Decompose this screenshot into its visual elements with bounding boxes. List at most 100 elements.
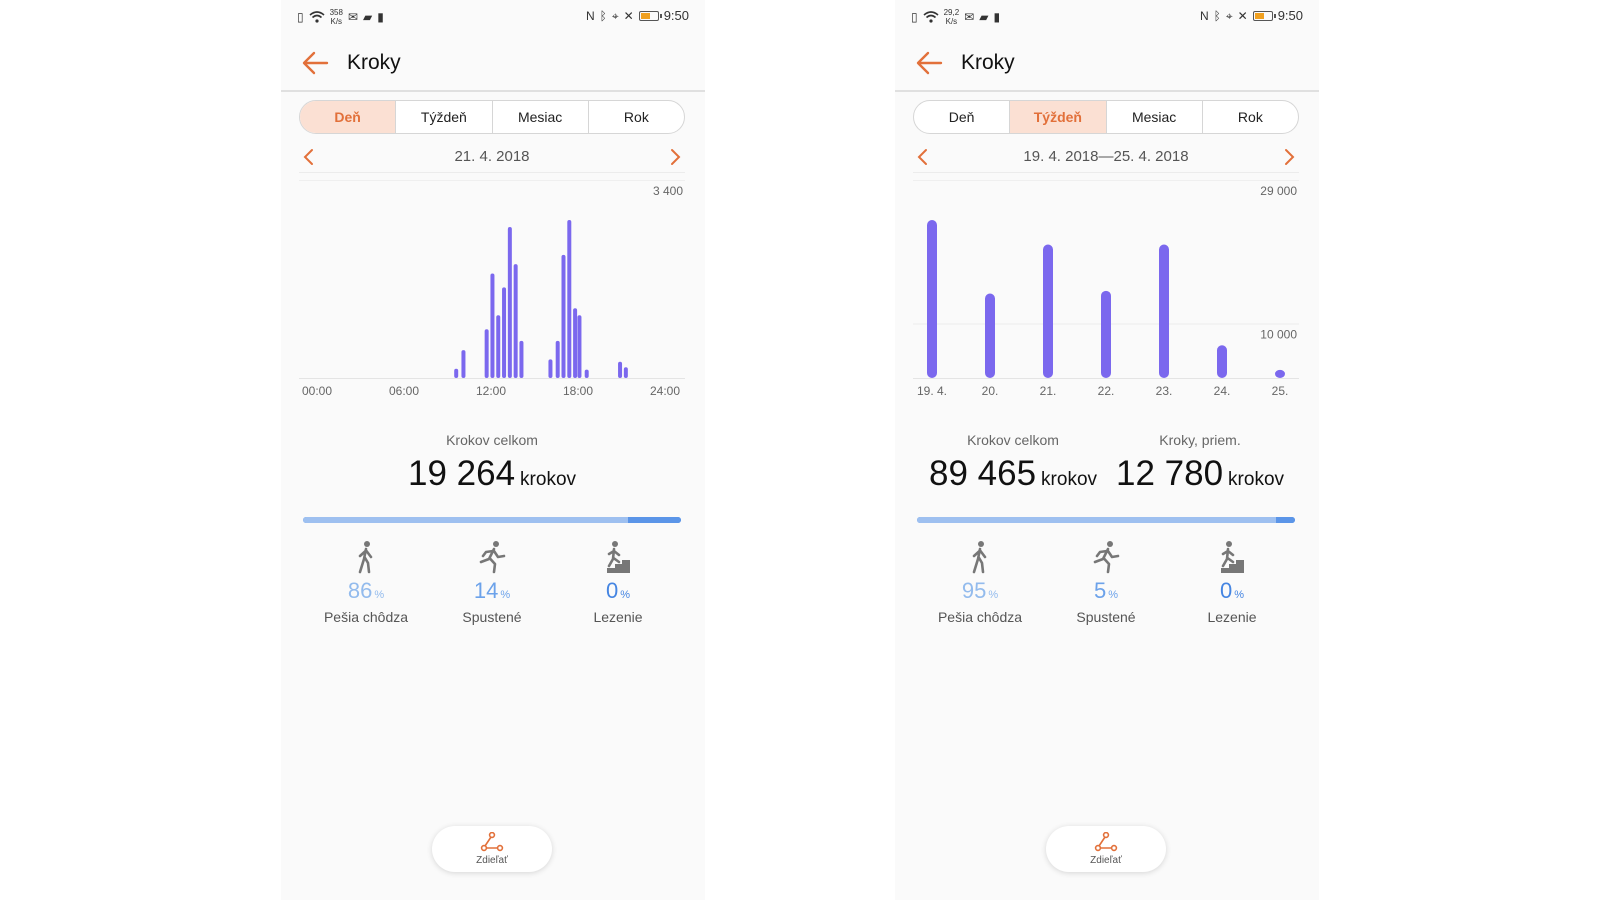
- chart-bar: [513, 264, 518, 378]
- chevron-left-icon[interactable]: [913, 146, 933, 168]
- battery-saver-icon: ▮: [377, 10, 384, 24]
- chevron-right-icon[interactable]: [1279, 146, 1299, 168]
- x-tick-label: 20.: [982, 384, 999, 398]
- activity-climbing: 0% Lezenie: [1169, 538, 1295, 630]
- activity-breakdown: 95% Pešia chôdza 5% Spustené 0%: [917, 538, 1295, 630]
- period-tabs: Deň Týždeň Mesiac Rok: [299, 100, 685, 134]
- y-tick-label: 29 000: [1260, 184, 1297, 198]
- x-tick-label: 21.: [1040, 384, 1057, 398]
- share-icon: [1094, 832, 1118, 852]
- chart-bar: [623, 367, 628, 378]
- chart-bar: [519, 340, 524, 378]
- wifi-icon: [309, 11, 325, 23]
- date-navigator: 21. 4. 2018: [299, 144, 685, 173]
- chart-bar: [496, 315, 501, 378]
- share-button[interactable]: Zdieľať: [432, 826, 552, 872]
- chart-bar: [573, 308, 578, 378]
- app-header: Kroky: [895, 44, 1319, 92]
- tab-month[interactable]: Mesiac: [1107, 101, 1203, 133]
- x-tick-label: 18:00: [563, 384, 593, 398]
- tab-year[interactable]: Rok: [623, 109, 649, 125]
- location-icon: ⌖: [611, 8, 619, 23]
- chart-bar: [1275, 369, 1285, 378]
- battery-icon: [638, 10, 662, 21]
- network-speed-value: 29,2: [943, 8, 960, 17]
- total-block: Krokov celkom 19 264 krokov: [382, 432, 602, 494]
- climbing-icon: [1221, 541, 1244, 573]
- share-label: Zdieľať: [1090, 855, 1122, 866]
- chart-bar: [618, 361, 623, 378]
- message-icon: ▰: [979, 10, 989, 24]
- total-value: 19 264: [407, 454, 516, 493]
- activity-running: 14% Spustené: [429, 538, 555, 630]
- total-value: 89 465: [928, 454, 1037, 493]
- activity-walking: 95% Pešia chôdza: [917, 538, 1043, 630]
- total-value: 12 780: [1115, 454, 1224, 493]
- chevron-left-icon[interactable]: [299, 146, 319, 168]
- mail-icon: ✉: [964, 10, 975, 24]
- y-tick-label: 10 000: [1260, 328, 1297, 342]
- x-tick-label: 23.: [1156, 384, 1173, 398]
- climb-label: Lezenie: [1207, 609, 1257, 625]
- activity-distribution-bar: [917, 517, 1295, 523]
- network-speed: 29,2 K/s: [943, 8, 960, 26]
- walk-segment: [917, 517, 1277, 523]
- run-percent-sign: %: [500, 589, 511, 601]
- chevron-right-icon[interactable]: [665, 146, 685, 168]
- phone-screen-day: ▯ 358 K/s ✉ ▰ ▮ N ᛒ ⌖ ✕ 9:50 Kroky Deň Tý…: [281, 0, 705, 900]
- share-icon: [480, 832, 504, 852]
- tab-month[interactable]: Mesiac: [493, 101, 589, 133]
- chart-bar: [555, 340, 560, 378]
- page-title: Kroky: [347, 51, 401, 74]
- network-speed-value: 358: [329, 8, 343, 17]
- x-tick-label: 19. 4.: [917, 384, 947, 398]
- share-label: Zdieľať: [476, 855, 508, 866]
- total-unit: krokov: [1041, 469, 1098, 490]
- climb-label: Lezenie: [593, 609, 643, 625]
- chart-bar: [490, 273, 495, 378]
- tab-day[interactable]: Deň: [914, 101, 1011, 133]
- chart-bar: [577, 315, 582, 378]
- nfc-icon: N: [1199, 8, 1209, 23]
- tab-week[interactable]: Týždeň: [396, 101, 493, 133]
- total-block: Kroky, priem. 12 780 krokov: [1090, 432, 1310, 494]
- tab-year[interactable]: Rok: [1237, 109, 1263, 125]
- walk-percent: 86: [347, 578, 373, 603]
- activity-breakdown: 86% Pešia chôdza 14% Spustené 0%: [303, 538, 681, 630]
- activity-walking: 86% Pešia chôdza: [303, 538, 429, 630]
- back-arrow-icon[interactable]: [915, 50, 943, 76]
- share-button[interactable]: Zdieľať: [1046, 826, 1166, 872]
- x-tick-label: 00:00: [302, 384, 332, 398]
- chart-bar: [1043, 244, 1053, 378]
- mute-icon: ✕: [623, 8, 634, 23]
- tab-week[interactable]: Týždeň: [1010, 101, 1107, 133]
- run-percent: 5: [1093, 578, 1107, 603]
- running-icon: [479, 541, 506, 574]
- x-tick-label: 25.: [1272, 384, 1289, 398]
- x-tick-label: 24.: [1214, 384, 1231, 398]
- activity-running: 5% Spustené: [1043, 538, 1169, 630]
- mail-icon: ✉: [347, 10, 359, 24]
- chart-svg: 3 400 00:00 06:00 12:00 18:00 24:00: [299, 180, 685, 398]
- back-arrow-icon[interactable]: [301, 50, 329, 76]
- run-label: Spustené: [1076, 609, 1136, 625]
- total-label: Krokov celkom: [446, 432, 538, 448]
- app-header: Kroky: [281, 44, 705, 92]
- phone-screen-week: ▯ 29,2 K/s ✉ ▰ ▮ N ᛒ ⌖ ✕ 9:50 Kroky Deň T…: [895, 0, 1319, 900]
- walk-percent: 95: [961, 578, 987, 603]
- chart-bar: [985, 293, 995, 378]
- wifi-icon: [923, 11, 939, 23]
- chart-bar: [567, 220, 572, 378]
- chart-bar: [561, 254, 566, 378]
- walking-icon: [972, 541, 987, 574]
- x-tick-label: 06:00: [389, 384, 419, 398]
- tab-day[interactable]: Deň: [300, 101, 397, 133]
- chart-bar: [1159, 244, 1169, 378]
- battery-icon: [1252, 10, 1276, 21]
- date-label: 21. 4. 2018: [454, 148, 530, 165]
- sim-icon: ▯: [911, 10, 918, 24]
- run-label: Spustené: [462, 609, 522, 625]
- running-icon: [1093, 541, 1120, 574]
- run-percent-sign: %: [1108, 589, 1119, 601]
- total-block: Krokov celkom 89 465 krokov: [903, 432, 1123, 494]
